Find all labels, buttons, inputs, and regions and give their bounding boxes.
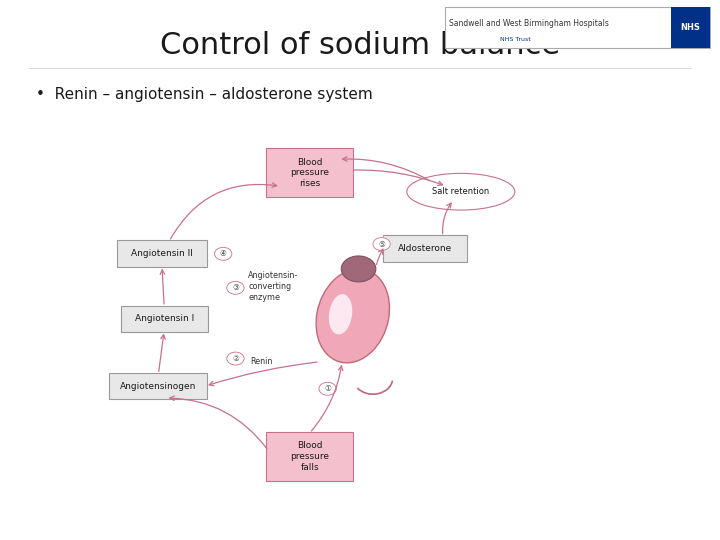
FancyBboxPatch shape [266, 148, 353, 197]
Text: Salt retention: Salt retention [432, 187, 490, 196]
Text: NHS Trust: NHS Trust [500, 37, 531, 43]
Text: ①: ① [324, 384, 331, 393]
Text: Blood
pressure
rises: Blood pressure rises [290, 158, 329, 188]
FancyBboxPatch shape [266, 432, 353, 481]
Text: Blood
pressure
falls: Blood pressure falls [290, 441, 329, 471]
Text: Control of sodium balance: Control of sodium balance [160, 31, 560, 60]
Circle shape [319, 382, 336, 395]
Circle shape [215, 247, 232, 260]
FancyBboxPatch shape [671, 7, 710, 48]
Text: Angiotensinogen: Angiotensinogen [120, 382, 197, 390]
Ellipse shape [341, 256, 376, 282]
Text: NHS: NHS [680, 23, 701, 31]
Text: ②: ② [232, 354, 239, 363]
FancyBboxPatch shape [109, 373, 207, 399]
Text: ③: ③ [232, 284, 239, 292]
Text: Angiotensin I: Angiotensin I [135, 314, 194, 323]
Circle shape [227, 281, 244, 294]
Ellipse shape [329, 294, 352, 334]
Text: Aldosterone: Aldosterone [397, 244, 452, 253]
Ellipse shape [407, 173, 515, 210]
Ellipse shape [316, 269, 390, 363]
Text: ⑤: ⑤ [378, 240, 385, 248]
Text: Angiotensin II: Angiotensin II [131, 249, 193, 258]
Text: Sandwell and West Birmingham Hospitals: Sandwell and West Birmingham Hospitals [449, 19, 609, 28]
Circle shape [373, 238, 390, 251]
FancyBboxPatch shape [121, 306, 208, 332]
Text: Angiotensin-
converting
enzyme: Angiotensin- converting enzyme [248, 271, 299, 302]
Circle shape [227, 352, 244, 365]
FancyBboxPatch shape [445, 7, 710, 48]
FancyBboxPatch shape [383, 235, 467, 262]
Text: Renin: Renin [251, 357, 273, 366]
FancyBboxPatch shape [117, 240, 207, 267]
Text: ④: ④ [220, 249, 227, 258]
Text: •  Renin – angiotensin – aldosterone system: • Renin – angiotensin – aldosterone syst… [36, 87, 373, 102]
